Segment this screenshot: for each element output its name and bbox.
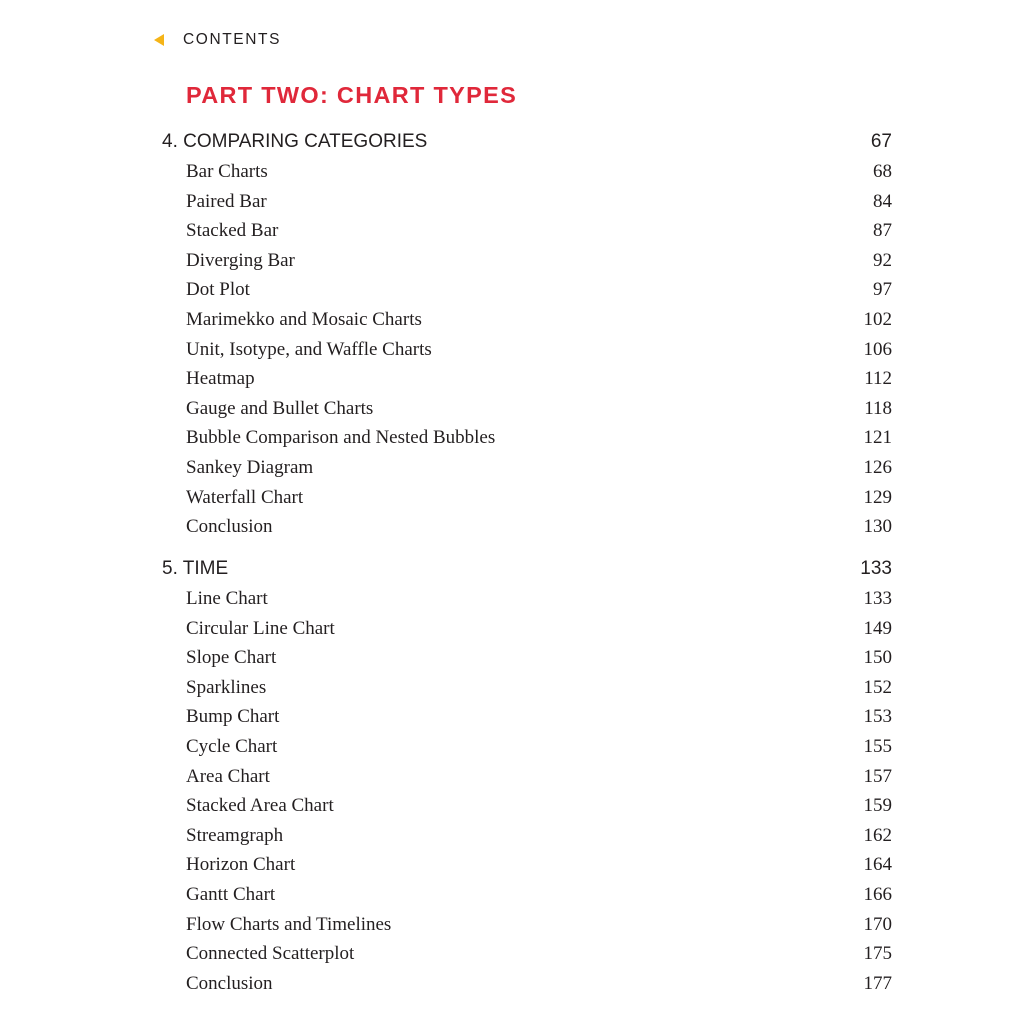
entry-page: 118: [864, 397, 892, 419]
entry-title: Bump Chart: [186, 706, 280, 728]
entry-page: 68: [873, 161, 892, 182]
entry-page: 121: [863, 427, 893, 449]
toc-entry[interactable]: Paired Bar 84: [162, 187, 892, 217]
toc-entry[interactable]: Area Chart 157: [162, 762, 892, 792]
entry-page: 130: [863, 516, 893, 538]
toc-entry[interactable]: Bar Charts 68: [162, 157, 892, 187]
entry-title: Sparklines: [186, 676, 267, 698]
toc-entry[interactable]: Gantt Chart 166: [162, 880, 892, 910]
contents-back-link[interactable]: CONTENTS: [154, 31, 281, 49]
entry-page: 166: [863, 883, 893, 905]
entry-page: 97: [873, 279, 892, 301]
entry-page: 87: [873, 220, 892, 242]
contents-label: CONTENTS: [183, 31, 282, 48]
entry-page: 106: [863, 338, 893, 360]
toc-entry[interactable]: Stacked Area Chart 159: [162, 791, 892, 821]
toc-entry[interactable]: Flow Charts and Timelines 170: [162, 910, 892, 940]
toc-entry[interactable]: Bump Chart 153: [162, 702, 892, 732]
toc-entry[interactable]: Marimekko and Mosaic Charts 102: [162, 305, 892, 335]
toc-entry[interactable]: Sankey Diagram 126: [162, 453, 892, 483]
toc-entry[interactable]: Waterfall Chart 129: [162, 483, 892, 513]
entry-title: Sankey Diagram: [186, 456, 314, 478]
toc-entry[interactable]: Heatmap 112: [162, 364, 892, 394]
entry-page: 153: [863, 706, 893, 728]
entry-title: Horizon Chart: [186, 854, 296, 876]
toc-entry[interactable]: Circular Line Chart 149: [162, 614, 892, 644]
entry-title: Bubble Comparison and Nested Bubbles: [186, 427, 496, 449]
section-heading[interactable]: 5. TIME 133: [162, 554, 892, 584]
entry-title: Slope Chart: [186, 647, 277, 669]
toc-entry[interactable]: Connected Scatterplot 175: [162, 939, 892, 969]
entry-page: 175: [863, 943, 893, 965]
toc-entry[interactable]: Bubble Comparison and Nested Bubbles 121: [162, 423, 892, 453]
entry-title: Unit, Isotype, and Waffle Charts: [186, 338, 432, 360]
toc-entry[interactable]: Conclusion 177: [162, 969, 892, 999]
section-page: 67: [870, 131, 892, 152]
entry-title: Dot Plot: [186, 279, 250, 301]
entry-page: 112: [864, 368, 892, 390]
section-heading[interactable]: 4. COMPARING CATEGORIES 67: [162, 127, 892, 157]
entry-title: Conclusion: [186, 972, 273, 994]
part-title: PART TWO: CHART TYPES: [186, 82, 518, 108]
toc-entry[interactable]: Cycle Chart 155: [162, 732, 892, 762]
toc-entry[interactable]: Horizon Chart 164: [162, 850, 892, 880]
entry-page: 92: [873, 249, 892, 271]
entry-title: Marimekko and Mosaic Charts: [186, 308, 422, 330]
entry-title: Heatmap: [186, 368, 255, 390]
toc-entry[interactable]: Sparklines 152: [162, 673, 892, 703]
entry-page: 177: [863, 972, 893, 994]
entry-page: 164: [863, 854, 893, 876]
entry-title: Gantt Chart: [186, 883, 276, 905]
entry-title: Gauge and Bullet Charts: [186, 397, 374, 419]
section-page: 133: [860, 558, 892, 579]
entry-title: Stacked Bar: [186, 220, 279, 242]
entry-page: 84: [873, 190, 892, 212]
toc-entry[interactable]: Slope Chart 150: [162, 643, 892, 673]
entry-title: Conclusion: [186, 516, 273, 538]
entry-page: 162: [863, 824, 893, 846]
triangle-left-icon: [154, 34, 164, 46]
entry-title: Flow Charts and Timelines: [186, 913, 392, 935]
entry-page: 126: [863, 456, 893, 478]
entry-title: Waterfall Chart: [186, 486, 304, 508]
toc-entry[interactable]: Gauge and Bullet Charts 118: [162, 394, 892, 424]
entry-title: Streamgraph: [186, 824, 284, 846]
entry-page: 150: [863, 647, 893, 669]
entry-title: Line Chart: [186, 588, 268, 609]
toc-entry[interactable]: Streamgraph 162: [162, 821, 892, 851]
entry-page: 133: [863, 588, 893, 609]
section-title: 5. TIME: [162, 558, 229, 579]
toc-section: 5. TIME 133 Line Chart 133 Circular Line Cha…: [162, 554, 892, 998]
entry-title: Circular Line Chart: [186, 617, 335, 639]
toc-entry[interactable]: Stacked Bar 87: [162, 216, 892, 246]
entry-title: Diverging Bar: [186, 249, 295, 271]
toc-section: 4. COMPARING CATEGORIES 67 Bar Charts 68 Pai…: [162, 127, 892, 542]
entry-title: Connected Scatterplot: [186, 943, 355, 965]
entry-page: 170: [863, 913, 893, 935]
section-title: 4. COMPARING CATEGORIES: [162, 131, 428, 152]
entry-title: Stacked Area Chart: [186, 795, 334, 817]
entry-title: Cycle Chart: [186, 735, 278, 757]
entry-title: Bar Charts: [186, 161, 268, 182]
entry-page: 152: [863, 676, 893, 698]
entry-page: 129: [863, 486, 893, 508]
entry-title: Area Chart: [186, 765, 270, 787]
toc-entry[interactable]: Unit, Isotype, and Waffle Charts 106: [162, 335, 892, 365]
toc-entry[interactable]: Dot Plot 97: [162, 275, 892, 305]
toc-entry[interactable]: Line Chart 133: [162, 584, 892, 614]
toc-entry[interactable]: Conclusion 130: [162, 512, 892, 542]
toc-entry[interactable]: Diverging Bar 92: [162, 246, 892, 276]
entry-page: 102: [863, 308, 893, 330]
entry-page: 155: [863, 735, 893, 757]
entry-page: 157: [863, 765, 893, 787]
entry-page: 149: [863, 617, 893, 639]
entry-title: Paired Bar: [186, 190, 267, 212]
entry-page: 159: [863, 795, 893, 817]
